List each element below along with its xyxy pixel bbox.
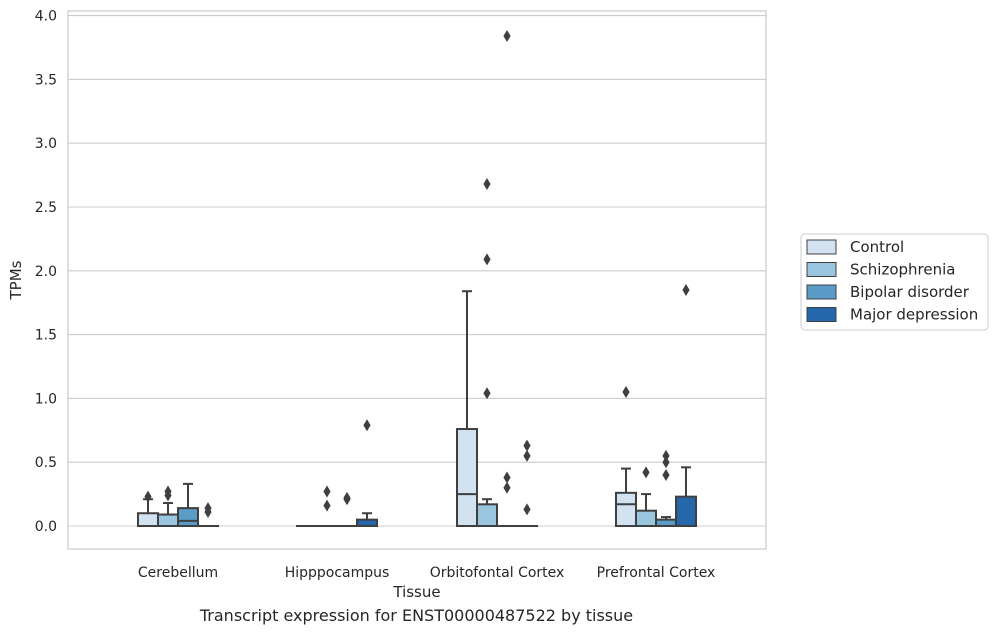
y-tick-label: 0.5	[35, 455, 57, 471]
box-bipolar-disorder	[336, 491, 358, 528]
x-tick-label: Hipppocampus	[285, 565, 390, 581]
y-axis-label: TPMs	[7, 260, 25, 300]
box-bipolar-disorder	[655, 449, 677, 527]
outlier-point	[164, 485, 172, 498]
box-body	[675, 495, 697, 528]
plot-frame	[67, 10, 767, 550]
box-major-depression	[197, 502, 219, 528]
outlier-point	[363, 419, 371, 432]
outlier-point	[523, 449, 531, 462]
box-body	[456, 428, 478, 527]
legend-swatch	[806, 239, 837, 255]
y-tick-label: 2.0	[35, 264, 57, 280]
outlier-point	[662, 449, 670, 462]
outlier-point	[204, 502, 212, 515]
outlier-point	[523, 503, 531, 516]
box-major-depression	[675, 283, 697, 528]
x-tick-label: Cerebellum	[138, 565, 218, 581]
outlier-point	[662, 456, 670, 469]
box-body	[476, 503, 498, 528]
box-body	[137, 512, 159, 527]
legend-label: Control	[850, 238, 904, 256]
outlier-point	[144, 490, 152, 503]
box-bipolar-disorder	[177, 482, 199, 527]
legend-frame	[800, 233, 989, 331]
y-tick-label: 1.0	[35, 391, 57, 407]
outlier-point	[642, 466, 650, 479]
x-tick-label: Prefrontal Cortex	[597, 565, 716, 581]
y-tick-label: 2.5	[35, 200, 57, 216]
outlier-point	[483, 178, 491, 191]
y-tick-labels: 0.0 0.5 1.0 1.5 2.0 2.5 3.0 3.5 4.0	[35, 9, 57, 535]
box-schizophrenia	[316, 485, 338, 528]
outlier-point	[682, 283, 690, 296]
legend-swatch	[806, 307, 837, 322]
box-body	[635, 509, 657, 527]
legend-label: Major depression	[850, 306, 978, 324]
y-tick-label: 0.0	[35, 519, 57, 535]
y-tick-label: 4.0	[35, 9, 57, 25]
box-schizophrenia	[476, 178, 498, 528]
outlier-point	[323, 485, 331, 498]
chart-caption: Transcript expression for ENST0000048752…	[199, 606, 634, 625]
y-tick-label: 1.5	[35, 328, 57, 344]
box-body	[157, 513, 179, 527]
legend-label: Schizophrenia	[850, 261, 955, 279]
box-control	[456, 290, 478, 527]
box-major-depression	[516, 439, 538, 528]
legend: Control Schizophrenia Bipolar disorder Majo…	[800, 233, 989, 331]
outlier-point	[503, 30, 511, 43]
outlier-point	[662, 468, 670, 481]
box-body	[615, 491, 637, 528]
outlier-point	[343, 491, 351, 504]
x-tick-label: Orbitofontal Cortex	[430, 565, 565, 581]
legend-label: Bipolar disorder	[850, 283, 970, 301]
box-schizophrenia	[157, 485, 179, 527]
box-schizophrenia	[635, 466, 657, 527]
box-control	[137, 490, 159, 527]
box-body	[177, 507, 199, 527]
x-axis-label: Tissue	[392, 583, 440, 601]
outlier-point	[483, 387, 491, 400]
box-control	[615, 386, 637, 528]
outlier-point	[483, 253, 491, 266]
box-groups	[137, 30, 697, 528]
outlier-point	[323, 499, 331, 512]
grid-lines	[68, 15, 766, 527]
outlier-point	[622, 386, 630, 399]
y-tick-label: 3.5	[35, 72, 57, 88]
x-tick-labels: Cerebellum Hipppocampus Orbitofontal Corte…	[138, 565, 715, 581]
legend-swatch	[806, 284, 837, 300]
outlier-point	[503, 481, 511, 494]
box-major-depression	[356, 419, 378, 527]
outlier-point	[503, 471, 511, 484]
y-tick-label: 3.0	[35, 136, 57, 152]
outlier-point	[523, 439, 531, 452]
legend-swatch	[806, 262, 837, 277]
box-bipolar-disorder	[496, 30, 518, 528]
